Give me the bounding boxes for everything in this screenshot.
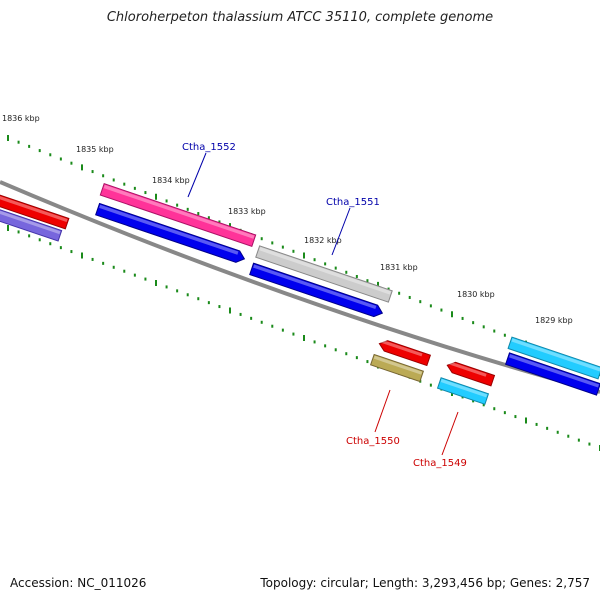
topology-summary: Topology: circular; Length: 3,293,456 bp… (260, 576, 590, 590)
gene-label-leader (374, 389, 391, 433)
scale-label: 1831 kbp (380, 263, 418, 272)
scale-label: 1829 kbp (535, 316, 573, 325)
gene-label[interactable]: Ctha_1550 (346, 436, 400, 447)
gene-labels: Ctha_1552 Ctha_1551 Ctha_1550 Ctha_1549 (182, 142, 467, 469)
scale-label: 1835 kbp (76, 145, 114, 154)
scale-label: 1834 kbp (152, 176, 190, 185)
gene-ctha-1553[interactable] (0, 182, 70, 230)
gene-ctha-1553b[interactable] (0, 204, 63, 242)
gene-label-leader (187, 152, 207, 198)
scale-labels: 1836 kbp 1835 kbp 1834 kbp 1833 kbp 1832 kbp… (2, 114, 573, 325)
gene-red-small-2[interactable] (446, 360, 496, 387)
gene-label[interactable]: Ctha_1549 (413, 458, 467, 469)
gene-features (0, 182, 600, 405)
tick-marks (7, 135, 600, 451)
gene-label-leader (331, 207, 351, 256)
gene-label-leader (441, 411, 459, 456)
scale-label: 1832 kbp (304, 236, 342, 245)
gene-ctha-1551b[interactable] (249, 262, 385, 319)
gene-label[interactable]: Ctha_1552 (182, 142, 236, 153)
gene-ctha-1552[interactable] (99, 183, 257, 247)
gene-ctha-1552b[interactable] (95, 202, 247, 264)
gene-ctha-1550[interactable] (369, 353, 425, 383)
gene-ctha-1551[interactable] (255, 245, 393, 303)
gene-ctha-1548b[interactable] (504, 352, 600, 396)
scale-label: 1836 kbp (2, 114, 40, 123)
scale-label: 1833 kbp (228, 207, 266, 216)
gene-label[interactable]: Ctha_1551 (326, 197, 380, 208)
gene-ctha-1548[interactable] (507, 336, 600, 380)
scale-label: 1830 kbp (457, 290, 495, 299)
gene-red-small-1[interactable] (378, 338, 432, 367)
accession-text: Accession: NC_011026 (10, 576, 147, 590)
gene-ctha-1549[interactable] (436, 377, 490, 405)
map-title: Chloroherpeton thalassium ATCC 35110, co… (106, 10, 494, 25)
